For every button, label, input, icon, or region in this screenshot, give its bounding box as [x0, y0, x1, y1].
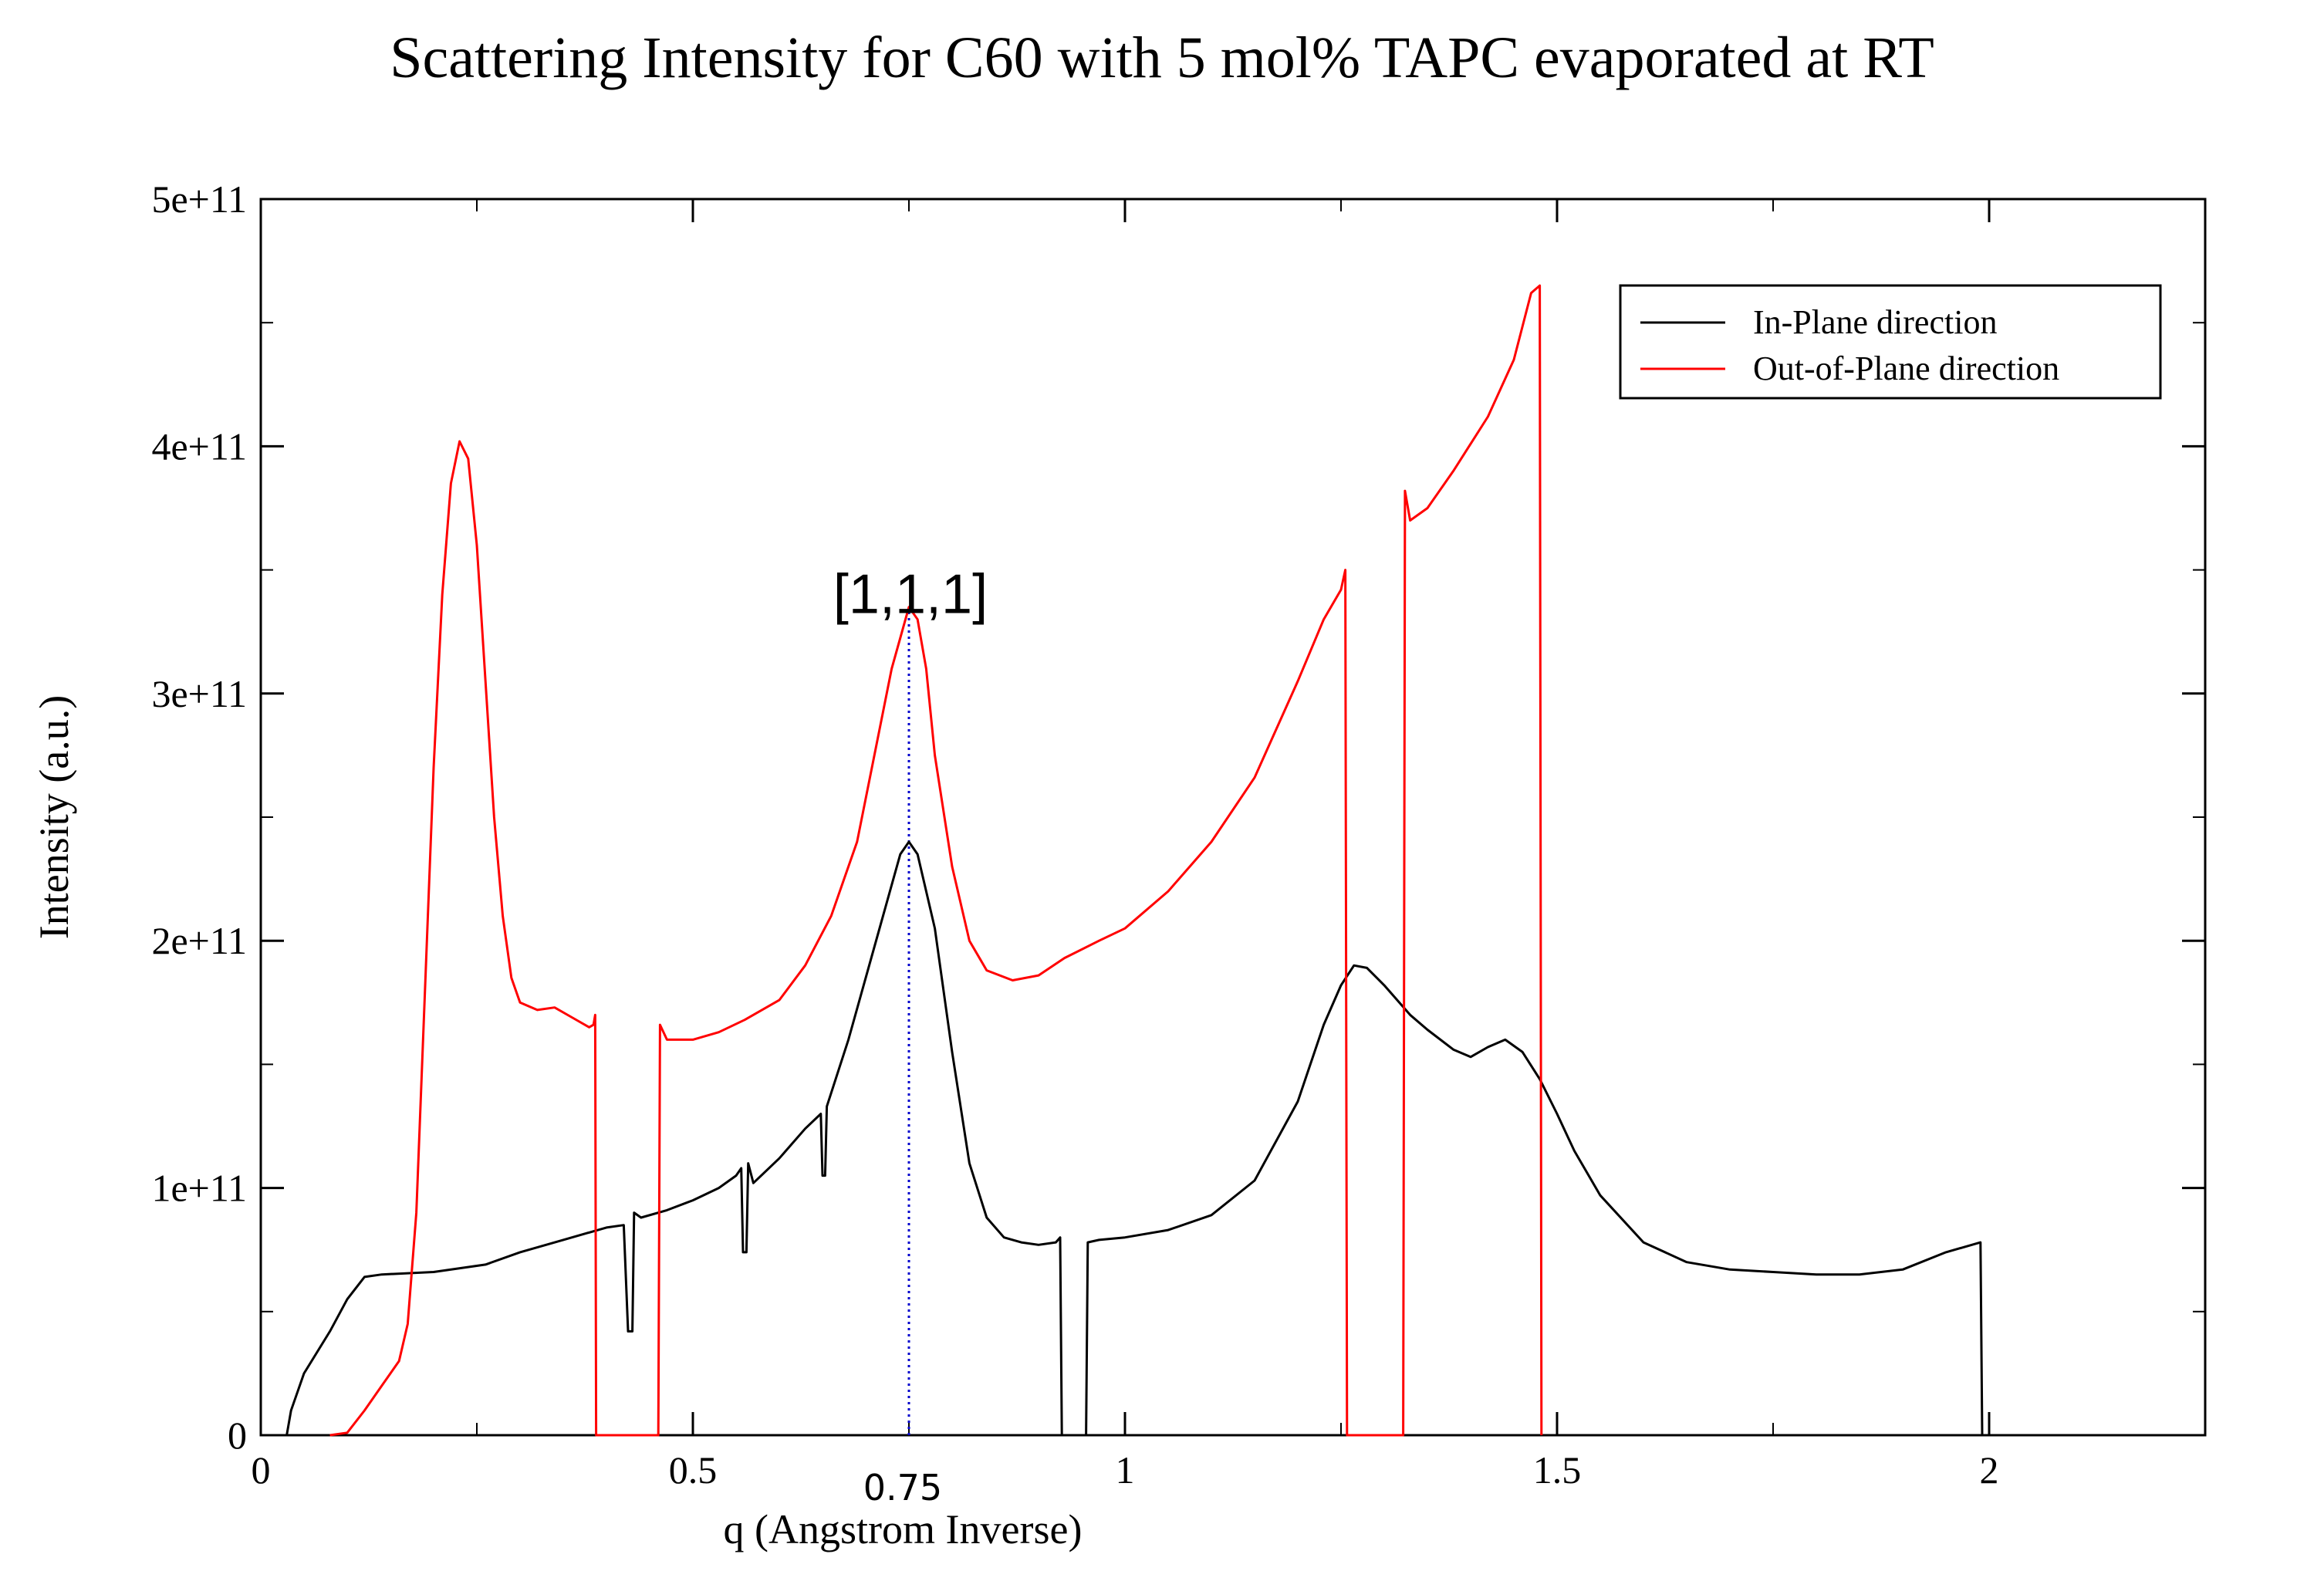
- y-tick-labels: 0 1e+11 2e+11 3e+11 4e+11 5e+11: [151, 177, 247, 1457]
- x-axis-label: q (Angstrom Inverse): [724, 1506, 1083, 1552]
- chart-title: Scattering Intensity for C60 with 5 mol%…: [390, 25, 1934, 90]
- axis-ticks: [259, 198, 2206, 1437]
- series-lines: [285, 284, 1984, 1437]
- series-line-out-of-plane: [329, 284, 1543, 1437]
- y-tick-label: 4e+11: [151, 424, 247, 468]
- y-tick-label: 5e+11: [151, 177, 247, 221]
- series-line-in-plane: [285, 840, 1984, 1437]
- x-tick-labels: 0 0.5 1 1.5 2: [252, 1448, 1999, 1492]
- x-tick-label: 0: [252, 1448, 271, 1492]
- x-tick-label: 1: [1116, 1448, 1135, 1492]
- y-tick-label: 0: [228, 1414, 247, 1457]
- legend-label-in-plane: In-Plane direction: [1753, 303, 1997, 341]
- x-tick-label: 0.5: [669, 1448, 718, 1492]
- y-tick-label: 1e+11: [151, 1167, 247, 1210]
- legend-box: [1619, 284, 2162, 400]
- x-tick-label: 2: [1980, 1448, 1999, 1492]
- y-tick-label: 3e+11: [151, 672, 247, 715]
- annotation-0-75: 0.75: [863, 1467, 942, 1508]
- x-tick-label: 1.5: [1533, 1448, 1582, 1492]
- y-axis-label: Intensity (a.u.): [31, 695, 77, 939]
- peak-annotation-111: [1,1,1]: [833, 564, 988, 626]
- legend: In-Plane direction Out-of-Plane directio…: [1619, 284, 2162, 400]
- y-tick-label: 2e+11: [151, 919, 247, 962]
- legend-label-out-of-plane: Out-of-Plane direction: [1753, 350, 2059, 387]
